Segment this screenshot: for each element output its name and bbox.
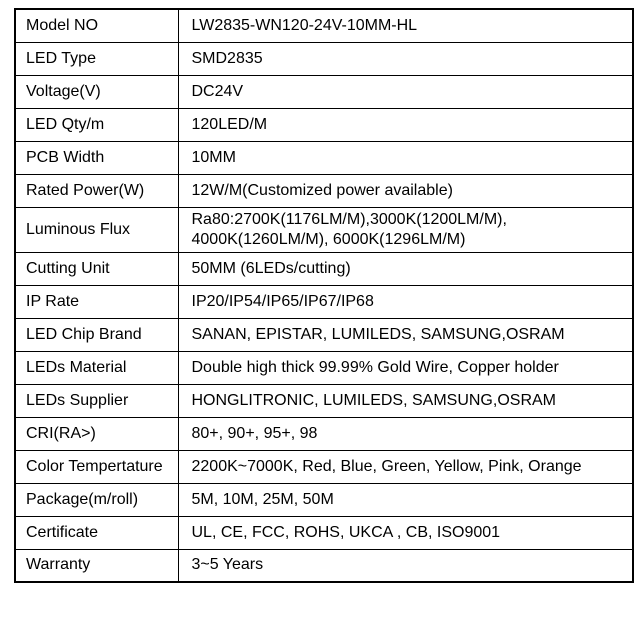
- spec-label: CRI(RA>): [14, 416, 179, 451]
- spec-value: 12W/M(Customized power available): [177, 173, 634, 208]
- spec-label: Luminous Flux: [14, 206, 179, 253]
- spec-value: 50MM (6LEDs/cutting): [177, 251, 634, 286]
- spec-value: 80+, 90+, 95+, 98: [177, 416, 634, 451]
- table-row: LED Qty/m 120LED/M: [14, 107, 634, 142]
- spec-value: Double high thick 99.99% Gold Wire, Copp…: [177, 350, 634, 385]
- table-row: Certificate UL, CE, FCC, ROHS, UKCA , CB…: [14, 515, 634, 550]
- spec-value: LW2835-WN120-24V-10MM-HL: [177, 8, 634, 43]
- table-row: LED Type SMD2835: [14, 41, 634, 76]
- table-row: LED Chip Brand SANAN, EPISTAR, LUMILEDS,…: [14, 317, 634, 352]
- table-row: Package(m/roll) 5M, 10M, 25M, 50M: [14, 482, 634, 517]
- spec-label: LED Qty/m: [14, 107, 179, 142]
- spec-label: LEDs Material: [14, 350, 179, 385]
- spec-value: SMD2835: [177, 41, 634, 76]
- spec-value: Ra80:2700K(1176LM/M),3000K(1200LM/M), 40…: [177, 206, 634, 253]
- spec-label: Warranty: [14, 548, 179, 583]
- table-row: Cutting Unit 50MM (6LEDs/cutting): [14, 251, 634, 286]
- table-row: PCB Width 10MM: [14, 140, 634, 175]
- spec-value: UL, CE, FCC, ROHS, UKCA , CB, ISO9001: [177, 515, 634, 550]
- spec-label: Voltage(V): [14, 74, 179, 109]
- spec-value: 120LED/M: [177, 107, 634, 142]
- spec-value: 3~5 Years: [177, 548, 634, 583]
- spec-label: Package(m/roll): [14, 482, 179, 517]
- table-row: Luminous Flux Ra80:2700K(1176LM/M),3000K…: [14, 206, 634, 253]
- table-row: Warranty 3~5 Years: [14, 548, 634, 583]
- table-row: Voltage(V) DC24V: [14, 74, 634, 109]
- spec-table: Model NO LW2835-WN120-24V-10MM-HL LED Ty…: [14, 8, 634, 583]
- table-row: Rated Power(W) 12W/M(Customized power av…: [14, 173, 634, 208]
- spec-label: LED Chip Brand: [14, 317, 179, 352]
- table-row: Color Tempertature 2200K~7000K, Red, Blu…: [14, 449, 634, 484]
- table-row: LEDs Supplier HONGLITRONIC, LUMILEDS, SA…: [14, 383, 634, 418]
- table-row: IP Rate IP20/IP54/IP65/IP67/IP68: [14, 284, 634, 319]
- spec-label: Cutting Unit: [14, 251, 179, 286]
- spec-label: LED Type: [14, 41, 179, 76]
- table-row: CRI(RA>) 80+, 90+, 95+, 98: [14, 416, 634, 451]
- spec-value: 5M, 10M, 25M, 50M: [177, 482, 634, 517]
- table-row: Model NO LW2835-WN120-24V-10MM-HL: [14, 8, 634, 43]
- spec-value: 10MM: [177, 140, 634, 175]
- spec-value: HONGLITRONIC, LUMILEDS, SAMSUNG,OSRAM: [177, 383, 634, 418]
- spec-value: SANAN, EPISTAR, LUMILEDS, SAMSUNG,OSRAM: [177, 317, 634, 352]
- spec-label: PCB Width: [14, 140, 179, 175]
- spec-label: Certificate: [14, 515, 179, 550]
- spec-label: Rated Power(W): [14, 173, 179, 208]
- spec-value: IP20/IP54/IP65/IP67/IP68: [177, 284, 634, 319]
- spec-table-body: Model NO LW2835-WN120-24V-10MM-HL LED Ty…: [14, 8, 634, 583]
- spec-value: DC24V: [177, 74, 634, 109]
- spec-label: LEDs Supplier: [14, 383, 179, 418]
- spec-value: 2200K~7000K, Red, Blue, Green, Yellow, P…: [177, 449, 634, 484]
- spec-label: Color Tempertature: [14, 449, 179, 484]
- table-row: LEDs Material Double high thick 99.99% G…: [14, 350, 634, 385]
- spec-label: IP Rate: [14, 284, 179, 319]
- spec-label: Model NO: [14, 8, 179, 43]
